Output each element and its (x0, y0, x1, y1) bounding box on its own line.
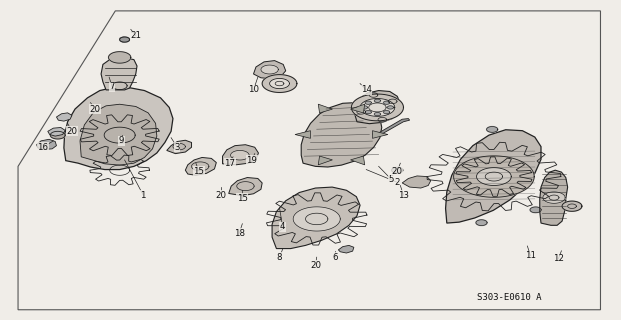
Text: 20: 20 (310, 261, 321, 270)
Polygon shape (476, 220, 487, 226)
Text: 10: 10 (248, 85, 259, 94)
Polygon shape (50, 131, 65, 139)
Polygon shape (487, 127, 498, 132)
Text: 12: 12 (553, 254, 564, 263)
Polygon shape (350, 156, 365, 165)
Polygon shape (373, 131, 388, 138)
Polygon shape (120, 37, 130, 42)
Polygon shape (261, 65, 278, 74)
Text: 4: 4 (280, 222, 286, 231)
Polygon shape (350, 104, 365, 113)
Text: 8: 8 (277, 253, 283, 262)
Polygon shape (388, 99, 397, 104)
Polygon shape (112, 82, 127, 90)
Text: 13: 13 (398, 190, 409, 200)
Polygon shape (185, 157, 216, 175)
Polygon shape (64, 87, 173, 170)
Polygon shape (355, 91, 401, 124)
Polygon shape (80, 104, 157, 165)
Polygon shape (293, 207, 340, 231)
Polygon shape (109, 52, 131, 63)
Text: 20: 20 (215, 190, 226, 200)
Text: 18: 18 (233, 229, 245, 238)
Polygon shape (373, 119, 410, 136)
Polygon shape (384, 111, 390, 114)
Polygon shape (351, 94, 404, 121)
Text: 2: 2 (394, 178, 400, 187)
Polygon shape (543, 192, 565, 203)
Polygon shape (318, 156, 332, 165)
Polygon shape (301, 103, 382, 167)
Polygon shape (562, 201, 582, 211)
Polygon shape (253, 60, 286, 79)
Text: 7: 7 (109, 82, 115, 91)
Polygon shape (388, 106, 394, 109)
Text: S303-E0610 A: S303-E0610 A (476, 293, 541, 302)
Text: 17: 17 (224, 159, 235, 168)
Polygon shape (540, 170, 568, 225)
Polygon shape (476, 168, 511, 186)
Text: 6: 6 (332, 253, 338, 262)
Polygon shape (365, 111, 371, 114)
Polygon shape (384, 101, 390, 104)
Text: 3: 3 (175, 143, 180, 152)
Polygon shape (270, 78, 289, 89)
Polygon shape (446, 130, 541, 223)
Polygon shape (48, 127, 65, 136)
Polygon shape (374, 113, 381, 116)
Text: 16: 16 (37, 143, 48, 152)
Text: 1: 1 (140, 190, 146, 200)
Polygon shape (360, 99, 395, 116)
Polygon shape (101, 57, 137, 90)
Polygon shape (262, 75, 297, 92)
Polygon shape (530, 207, 541, 213)
Text: 15: 15 (237, 194, 248, 203)
Polygon shape (374, 99, 381, 102)
Polygon shape (392, 167, 403, 173)
Text: 21: 21 (130, 31, 141, 40)
Text: 19: 19 (246, 156, 257, 164)
Text: 20: 20 (392, 167, 403, 176)
Polygon shape (361, 106, 368, 109)
Polygon shape (454, 156, 534, 197)
Text: 20: 20 (66, 127, 78, 136)
Text: 14: 14 (361, 85, 372, 94)
Polygon shape (167, 140, 191, 154)
Polygon shape (230, 150, 249, 160)
Polygon shape (378, 117, 387, 122)
Polygon shape (37, 139, 57, 149)
Polygon shape (402, 176, 431, 188)
Polygon shape (272, 187, 360, 249)
Polygon shape (369, 93, 378, 97)
Text: 11: 11 (525, 251, 536, 260)
Polygon shape (295, 131, 310, 138)
Polygon shape (229, 178, 262, 196)
Polygon shape (120, 37, 129, 42)
Polygon shape (318, 104, 332, 113)
Polygon shape (365, 101, 371, 104)
Polygon shape (338, 245, 354, 253)
Text: 15: 15 (194, 167, 204, 176)
Text: 20: 20 (89, 105, 101, 114)
Text: 5: 5 (388, 175, 394, 184)
Polygon shape (357, 110, 366, 114)
Polygon shape (222, 145, 258, 165)
Polygon shape (57, 113, 72, 121)
Text: 9: 9 (119, 136, 124, 145)
